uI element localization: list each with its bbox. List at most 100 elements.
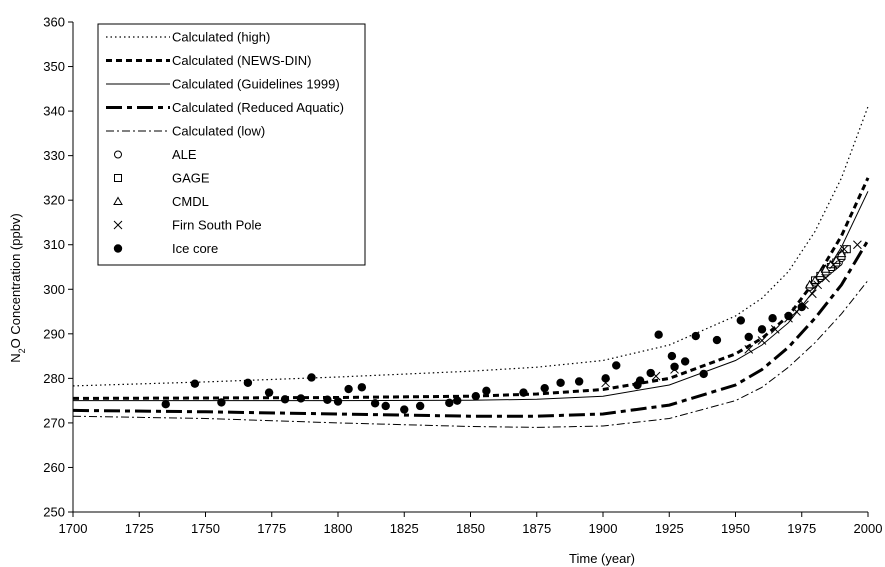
data-point [757, 336, 767, 345]
data-point [574, 377, 584, 386]
x-axis-label: Time (year) [569, 551, 635, 566]
data-point [323, 395, 332, 404]
data-point [654, 330, 663, 339]
series-line-1 [72, 106, 869, 387]
data-point [839, 244, 849, 254]
y-axis-label-main: N [8, 353, 23, 362]
data-point [280, 395, 290, 404]
data-point [820, 264, 831, 273]
y-tick-label: 320 [43, 193, 65, 208]
data-point [744, 332, 753, 342]
legend-marker-2 [114, 174, 122, 182]
data-point [821, 273, 830, 283]
data-point [757, 325, 767, 334]
data-point [770, 325, 780, 334]
plot-area [72, 106, 870, 428]
data-point [519, 388, 528, 397]
x-tick-label: 1925 [655, 521, 684, 536]
data-point [829, 260, 838, 270]
x-tick-label: 1825 [390, 521, 419, 536]
data-point [736, 316, 745, 325]
marker-series-3 [804, 248, 847, 289]
data-point [556, 378, 565, 388]
data-point [612, 361, 621, 370]
data-point [296, 394, 306, 403]
data-point [601, 374, 610, 383]
y-tick-label: 310 [43, 237, 65, 252]
y-axis-label: N2O Concentration (ppbv) [8, 213, 27, 363]
data-point [813, 280, 823, 290]
y-tick-label: 360 [43, 15, 65, 30]
data-point [699, 369, 708, 379]
y-tick-label: 330 [43, 148, 65, 163]
legend-label: Firn South Pole [172, 218, 262, 233]
y-axis-label-sub: 2 [17, 348, 27, 353]
data-point [831, 255, 842, 264]
data-point [853, 240, 862, 250]
data-point [445, 398, 454, 408]
data-point [836, 248, 847, 258]
data-point [680, 357, 690, 366]
data-point [161, 400, 170, 409]
x-tick-label: 1975 [787, 521, 816, 536]
legend-label: Calculated (Reduced Aquatic) [172, 100, 344, 115]
data-point [768, 314, 777, 323]
legend-marker-1 [114, 150, 122, 159]
data-point [744, 345, 754, 354]
x-tick-label: 1700 [59, 521, 88, 536]
data-point [810, 275, 820, 284]
data-point [344, 384, 353, 394]
data-point [670, 362, 679, 371]
data-point [333, 397, 343, 406]
y-tick-label: 340 [43, 104, 65, 119]
data-point [691, 331, 700, 341]
legend-marker-3 [113, 196, 123, 205]
data-point [381, 401, 390, 411]
data-point [307, 373, 316, 382]
data-point [357, 383, 367, 392]
y-tick-label: 350 [43, 59, 65, 74]
y-tick-label: 300 [43, 282, 65, 297]
y-tick-label: 280 [43, 371, 65, 386]
data-point [797, 302, 806, 312]
data-point [453, 396, 462, 405]
legend-label: Calculated (low) [172, 124, 265, 139]
data-point [540, 383, 549, 393]
x-tick-label: 1875 [522, 521, 551, 536]
y-tick-label: 290 [43, 326, 65, 341]
data-point [712, 335, 722, 345]
x-tick-label: 1850 [456, 521, 485, 536]
data-point [807, 289, 817, 299]
data-point [400, 405, 409, 414]
x-tick-label: 2000 [854, 521, 883, 536]
y-tick-label: 260 [43, 460, 65, 475]
data-point [190, 379, 200, 388]
series-line-4 [72, 239, 870, 418]
data-point [635, 376, 645, 385]
legend-box [97, 23, 366, 266]
y-tick-label: 250 [43, 505, 65, 520]
legend-label: Calculated (NEWS-DIN) [172, 53, 311, 68]
x-tick-label: 1800 [324, 521, 353, 536]
x-tick-label: 1900 [589, 521, 618, 536]
x-tick-label: 1775 [257, 521, 286, 536]
legend: Calculated (high) Calculated (NEWS-DIN) Ca… [97, 23, 366, 266]
data-point [415, 401, 425, 411]
data-point [804, 279, 815, 289]
axes: 250 260 270 280 290 300 310 320 330 340 350 360 1700… [43, 15, 882, 537]
data-point [243, 378, 253, 388]
data-point [370, 399, 380, 408]
data-point [471, 391, 480, 401]
legend-marker-5 [113, 244, 123, 253]
data-point [217, 398, 226, 407]
data-point [482, 386, 491, 396]
x-tick-label: 1725 [125, 521, 154, 536]
data-point [646, 368, 655, 378]
legend-marker-4 [113, 220, 123, 230]
marker-series-5 [161, 302, 806, 414]
y-axis-label-rest: O Concentration (ppbv) [8, 213, 23, 348]
data-point [264, 388, 274, 397]
x-tick-label: 1750 [191, 521, 220, 536]
legend-label: Calculated (high) [172, 30, 270, 45]
